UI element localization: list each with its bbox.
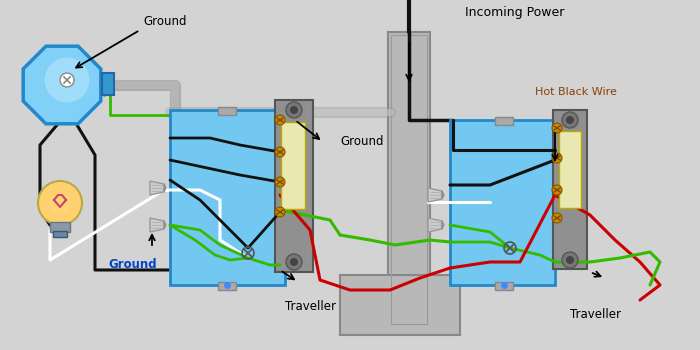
FancyBboxPatch shape [388,32,430,327]
Circle shape [290,258,298,266]
Text: Ground: Ground [143,15,186,28]
Circle shape [275,177,285,187]
Polygon shape [428,188,442,202]
Circle shape [566,256,574,264]
Polygon shape [442,221,444,229]
FancyBboxPatch shape [50,222,70,232]
FancyBboxPatch shape [450,120,555,285]
Polygon shape [442,191,444,199]
Circle shape [60,73,74,87]
FancyBboxPatch shape [53,231,67,237]
Ellipse shape [49,193,71,213]
FancyBboxPatch shape [340,275,460,335]
Polygon shape [150,181,164,195]
Circle shape [552,213,562,223]
Circle shape [38,181,82,225]
FancyBboxPatch shape [553,110,587,269]
FancyBboxPatch shape [218,107,236,115]
Text: Ground: Ground [108,258,157,271]
Circle shape [552,185,562,195]
Circle shape [566,116,574,124]
Circle shape [552,123,562,133]
Circle shape [552,153,562,163]
Circle shape [562,252,578,268]
Ellipse shape [45,57,90,103]
FancyBboxPatch shape [275,100,313,272]
FancyBboxPatch shape [281,122,305,209]
Circle shape [290,106,298,114]
Circle shape [275,207,285,217]
FancyBboxPatch shape [218,282,236,290]
Text: Incoming Power: Incoming Power [465,6,564,19]
Circle shape [286,102,302,118]
Polygon shape [164,184,166,192]
Circle shape [286,254,302,270]
Circle shape [275,115,285,125]
Text: Traveller: Traveller [570,308,621,321]
Circle shape [275,147,285,157]
FancyBboxPatch shape [559,131,581,208]
Polygon shape [23,46,101,124]
FancyBboxPatch shape [495,282,513,290]
Polygon shape [164,221,166,229]
Polygon shape [150,218,164,232]
FancyBboxPatch shape [170,110,285,285]
Circle shape [562,112,578,128]
FancyBboxPatch shape [102,73,114,95]
FancyBboxPatch shape [495,117,513,125]
Text: Hot Black Wire: Hot Black Wire [535,87,617,97]
Polygon shape [428,218,442,232]
Text: Traveller: Traveller [285,300,336,313]
Text: Ground: Ground [340,135,384,148]
